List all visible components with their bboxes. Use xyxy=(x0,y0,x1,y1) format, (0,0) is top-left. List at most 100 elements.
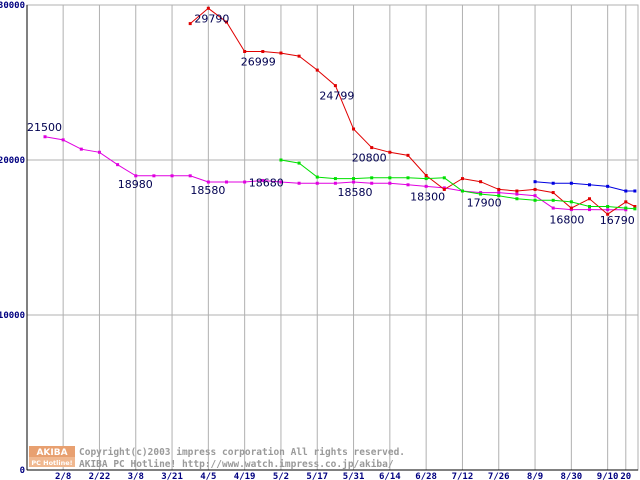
x-axis-ticks: 2/8 2/22 3/8 3/21 4/5 4/19 5/2 5/17 5/31 6/14 6/28… xyxy=(55,472,631,480)
data-point xyxy=(606,205,610,208)
data-point xyxy=(588,197,591,201)
series-line-blue xyxy=(534,181,635,192)
data-point xyxy=(606,208,610,212)
data-point xyxy=(533,198,537,202)
data-point xyxy=(497,191,501,195)
y-tick-label: 0 xyxy=(20,466,25,476)
data-point xyxy=(424,174,428,177)
akiba-logo-subtext: PC Hotline! xyxy=(31,459,72,467)
x-tick-label: 9/10 xyxy=(597,472,619,480)
data-point xyxy=(79,147,83,151)
data-label: 18580 xyxy=(190,184,225,197)
data-point xyxy=(497,187,501,191)
series xyxy=(43,6,637,216)
data-point xyxy=(333,181,337,185)
data-point xyxy=(406,183,410,187)
data-point xyxy=(624,189,628,193)
data-label: 21500 xyxy=(27,121,62,134)
data-point xyxy=(225,180,228,184)
x-tick-label: 3/8 xyxy=(128,472,144,480)
data-point xyxy=(370,176,374,180)
data-label: 29790 xyxy=(194,12,229,25)
series-red xyxy=(188,6,637,216)
data-label: 16790 xyxy=(600,214,635,227)
data-point xyxy=(225,20,228,24)
x-tick-label: 20 xyxy=(620,472,631,480)
data-point xyxy=(533,180,537,184)
data-point xyxy=(97,150,101,154)
data-point xyxy=(533,187,537,191)
data-point xyxy=(424,177,428,181)
data-label: 18980 xyxy=(118,178,153,191)
data-point xyxy=(388,181,392,185)
y-tick-label: 20000 xyxy=(0,156,25,166)
series-blue xyxy=(533,180,637,193)
x-tick-label: 8/9 xyxy=(527,472,543,480)
data-point xyxy=(569,208,573,212)
data-point xyxy=(279,180,283,184)
y-tick-label: 30000 xyxy=(0,1,25,11)
data-point xyxy=(388,176,392,180)
data-point xyxy=(43,135,47,139)
data-point xyxy=(333,177,337,181)
data-point xyxy=(297,54,301,58)
data-point xyxy=(633,205,637,208)
data-point xyxy=(497,194,501,198)
data-label: 16800 xyxy=(549,214,584,227)
data-point xyxy=(624,200,628,204)
data-point xyxy=(551,181,555,185)
data-point xyxy=(352,180,356,184)
akiba-logo-text: AKIBA xyxy=(36,448,67,458)
x-tick-label: 5/2 xyxy=(273,472,289,480)
data-point xyxy=(424,184,428,188)
data-point xyxy=(606,184,610,188)
data-label: 18680 xyxy=(249,176,284,189)
data-point xyxy=(479,180,483,184)
data-point xyxy=(406,153,410,157)
data-point xyxy=(152,174,156,178)
data-point xyxy=(261,50,265,54)
data-point xyxy=(315,68,319,72)
data-point xyxy=(460,177,464,181)
data-point xyxy=(116,163,120,167)
x-tick-label: 3/21 xyxy=(161,472,183,480)
data-point xyxy=(243,50,247,53)
x-tick-label: 4/19 xyxy=(234,472,256,480)
grid xyxy=(26,4,639,471)
data-point xyxy=(569,200,573,204)
data-label: 18300 xyxy=(410,190,445,203)
data-point xyxy=(333,84,337,88)
x-tick-label: 5/31 xyxy=(343,472,365,480)
copyright-text: Copyright(c)2003 impress corporation All… xyxy=(79,447,405,458)
data-point xyxy=(243,180,247,184)
data-point xyxy=(188,174,192,178)
akiba-logo-top xyxy=(29,446,75,457)
data-point xyxy=(370,146,374,150)
data-point xyxy=(279,158,283,162)
data-point xyxy=(315,175,319,179)
data-point xyxy=(315,181,319,185)
y-tick-label: 10000 xyxy=(0,311,25,321)
x-tick-label: 4/5 xyxy=(200,472,216,480)
data-point xyxy=(588,183,591,187)
data-point xyxy=(206,6,210,10)
data-point xyxy=(370,181,374,185)
data-point xyxy=(406,176,410,180)
series-green xyxy=(279,158,637,211)
data-point xyxy=(61,138,65,142)
data-labels: 21500 18980 18580 29790 26999 18680 24799 18580… xyxy=(27,12,635,227)
x-tick-label: 7/12 xyxy=(452,472,474,480)
data-point xyxy=(261,178,265,182)
data-point xyxy=(297,181,301,185)
site-url-text: AKIBA PC Hotline! http://www.watch.impre… xyxy=(79,459,394,470)
data-point xyxy=(588,205,591,208)
data-label: 26999 xyxy=(241,56,276,69)
series-line-red xyxy=(189,7,636,215)
data-point xyxy=(515,192,519,196)
data-label: 18580 xyxy=(338,186,373,199)
data-point xyxy=(279,51,283,55)
data-point xyxy=(606,212,610,216)
data-point xyxy=(188,22,192,26)
x-tick-label: 6/28 xyxy=(415,472,437,480)
data-label: 20800 xyxy=(352,152,387,165)
